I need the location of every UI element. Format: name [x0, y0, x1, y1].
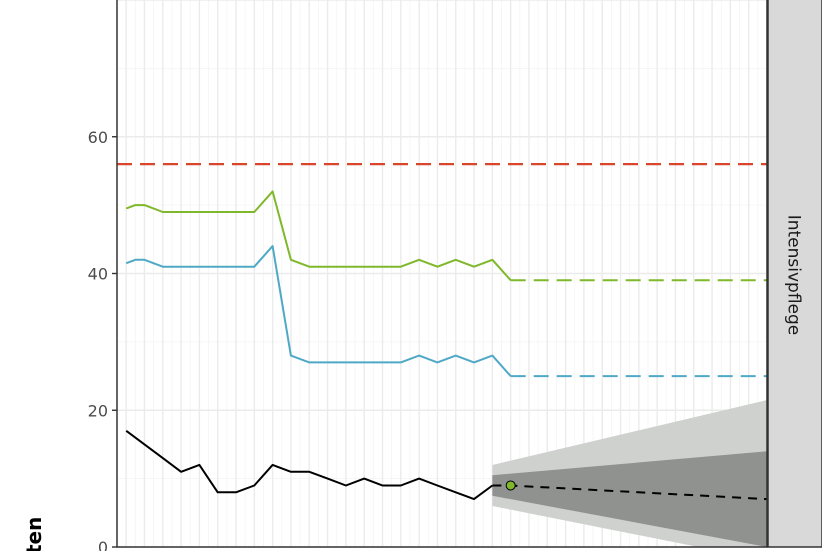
facet-strip: Intensivpflege [767, 0, 822, 548]
panel-frame [116, 0, 768, 548]
panel-border [116, 0, 768, 548]
series-line-4 [125, 429, 493, 501]
y-axis: 0 20 40 60 [88, 128, 117, 551]
series-line-2 [125, 245, 512, 377]
current-point [505, 480, 516, 491]
y-tick-label: 60 [88, 128, 108, 147]
points [505, 480, 516, 491]
series-line-0 [125, 190, 512, 281]
forecast-bands [492, 399, 767, 547]
y-tick-label: 0 [98, 538, 108, 551]
forecast-band-inner [492, 451, 767, 547]
facet-strip-label: Intensivpflege [784, 215, 804, 336]
y-axis-title: ten [22, 517, 46, 551]
facet-strip-background [767, 0, 822, 548]
y-tick-label: 20 [88, 401, 108, 420]
y-tick-label: 40 [88, 265, 108, 284]
